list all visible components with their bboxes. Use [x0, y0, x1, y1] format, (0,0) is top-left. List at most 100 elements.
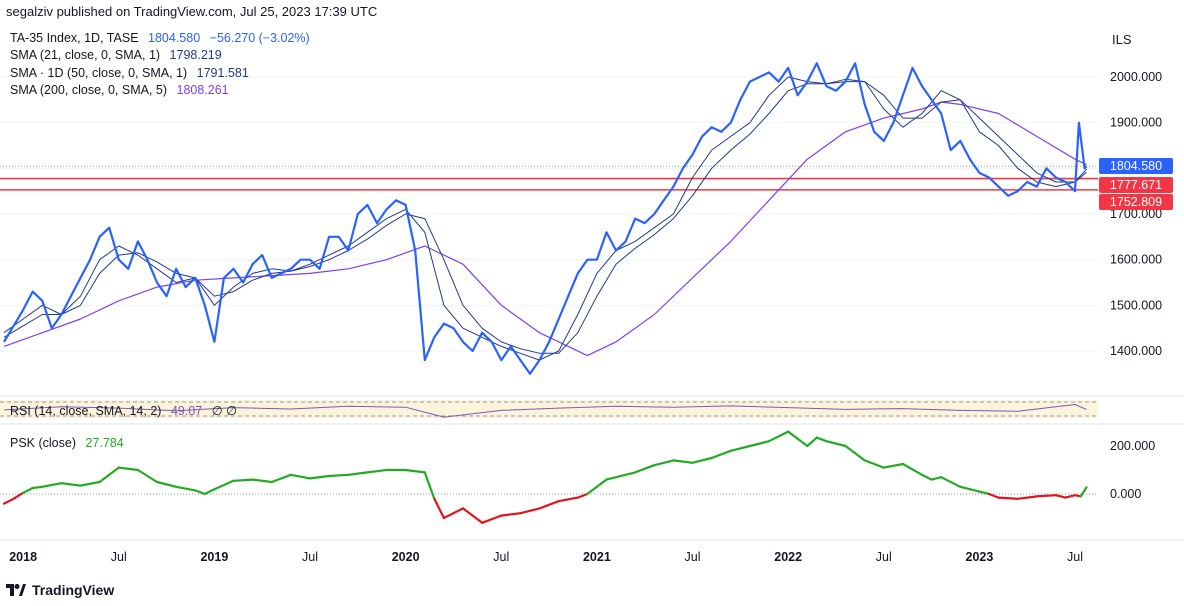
tradingview-logo[interactable]: TradingView [6, 582, 114, 598]
sma21-line [3, 76, 1087, 361]
price-tick-label: 2000.000 [1110, 70, 1162, 84]
price-tick-label: 1400.000 [1110, 344, 1162, 358]
psk-segment [155, 480, 178, 488]
sma50-line [3, 81, 1087, 354]
psk-segment [500, 512, 522, 517]
time-tick-label: Jul [302, 550, 318, 564]
psk-segment [930, 476, 943, 481]
legend-main-name: TA-35 Index, 1D, TASE [10, 31, 139, 45]
psk-segment [538, 500, 560, 510]
legend-rsi[interactable]: RSI (14, close, SMA, 14, 2) 49.07 ∅ ∅ [10, 403, 237, 418]
legend-psk[interactable]: PSK (close) 27.784 [10, 436, 124, 450]
time-tick-label: 2020 [392, 550, 420, 564]
legend-main[interactable]: TA-35 Index, 1D, TASE 1804.580 −56.270 (… [10, 31, 310, 45]
psk-segment [289, 473, 312, 480]
psk-segment [920, 473, 933, 481]
time-tick-label: 2018 [9, 550, 37, 564]
price-tick-label: 1600.000 [1110, 253, 1162, 267]
time-tick-label: Jul [1067, 550, 1083, 564]
legend-sma21-value: 1798.219 [169, 48, 222, 62]
psk-segment [481, 514, 503, 524]
psk-segment [997, 496, 1019, 500]
rsi-band [0, 400, 1098, 418]
psk-segment [1016, 495, 1038, 500]
psk-segment [978, 490, 991, 496]
sma21-series [3, 76, 1087, 361]
time-tick-label: 2019 [200, 550, 228, 564]
psk-segment [691, 456, 713, 464]
psk-segment [251, 478, 273, 484]
psk-segment [213, 479, 235, 491]
legend-sma21[interactable]: SMA (21, close, 0, SMA, 1) 1798.219 [10, 48, 222, 62]
psk-segment [79, 480, 101, 487]
psk-segment [117, 466, 139, 472]
psk-segment [796, 437, 809, 448]
time-tick-label: Jul [876, 550, 892, 564]
sma200-line [3, 101, 1087, 357]
psk-tick-label: 200.000 [1110, 439, 1155, 453]
legend-sma200[interactable]: SMA (200, close, 0, SMA, 5) 1808.261 [10, 83, 229, 97]
psk-segment [203, 488, 216, 496]
psk-segment [987, 492, 1000, 499]
legend-psk-name: PSK (close) [10, 436, 76, 450]
psk-segment [31, 485, 44, 490]
psk-segment [12, 491, 25, 500]
legend-sma200-name: SMA (200, close, 0, SMA, 5) [10, 83, 168, 97]
publisher-header: segalziv published on TradingView.com, J… [6, 4, 378, 19]
psk-segment [595, 478, 608, 488]
psk-segment [41, 482, 63, 488]
psk-segment [729, 444, 752, 452]
psk-segment [882, 462, 905, 469]
resistance-price-tag: 1777.671 [1099, 177, 1173, 193]
legend-sma50[interactable]: SMA · 1D (50, close, 0, SMA, 1) 1791.581 [10, 66, 249, 80]
psk-segment [433, 497, 445, 520]
psk-segment [194, 489, 206, 496]
psk-segment [576, 492, 589, 499]
time-tick-label: Jul [111, 550, 127, 564]
psk-segment [175, 485, 197, 492]
psk-segment [844, 444, 866, 462]
psk-segment [442, 512, 455, 520]
legend-sma200-value: 1808.261 [176, 83, 229, 97]
time-tick-label: Jul [685, 550, 701, 564]
psk-segment [767, 430, 790, 443]
psk-pane [0, 430, 1098, 524]
psk-segment [519, 507, 541, 515]
price-tick-label: 1500.000 [1110, 298, 1162, 312]
price-grid [0, 76, 1184, 541]
sma50-series [3, 81, 1087, 354]
level-lines [0, 177, 1098, 191]
psk-segment [232, 478, 254, 482]
psk-segment [653, 459, 675, 467]
legend-psk-value: 27.784 [85, 436, 124, 450]
psk-segment [940, 476, 962, 488]
psk-segment [1054, 494, 1067, 499]
time-axis: 2018 Jul 2019 Jul 2020 Jul 2021 Jul 2022 Jul 2023 J… [9, 550, 1083, 564]
psk-segment [901, 462, 924, 476]
price-series [3, 62, 1088, 375]
psk-segment [614, 471, 637, 479]
psk-segment [1079, 486, 1088, 498]
legend-rsi-name: RSI (14, close, SMA, 14, 2) [10, 404, 162, 418]
currency-label[interactable]: ILS [1112, 32, 1132, 47]
support-price-tag: 1752.809 [1099, 194, 1173, 210]
price-tick-label: 1700.000 [1110, 207, 1162, 221]
rsi-pane [0, 400, 1098, 418]
legend-sma50-value: 1791.581 [196, 66, 249, 80]
psk-segment [959, 485, 981, 493]
legend-sma50-name: SMA · 1D (50, close, 0, SMA, 1) [10, 66, 188, 80]
price-line [3, 62, 1088, 375]
psk-segment [1035, 494, 1058, 498]
psk-segment [423, 471, 436, 500]
psk-segment [863, 459, 885, 469]
psk-segment [557, 496, 579, 503]
tradingview-logo-icon [6, 584, 26, 596]
time-tick-label: 2021 [583, 550, 611, 564]
psk-segment [748, 440, 771, 448]
psk-segment [806, 436, 818, 448]
psk-segment [270, 473, 292, 484]
psk-segment [2, 497, 15, 505]
psk-segment [710, 449, 732, 460]
psk-segment [136, 468, 159, 484]
